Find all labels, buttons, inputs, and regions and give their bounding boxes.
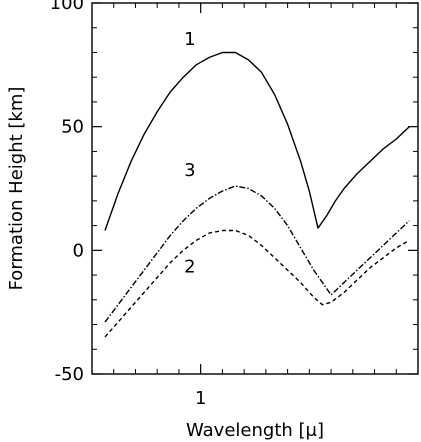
curve-label-2: 2 xyxy=(184,257,195,278)
axis-ticks: -50 0 50 100 1 xyxy=(50,0,418,409)
curve-labels: 1 3 2 xyxy=(184,29,195,278)
curve-label-3: 3 xyxy=(184,160,195,181)
y-axis-label: Formation Height [km] xyxy=(6,87,27,291)
series-line-1 xyxy=(104,51,410,231)
y-tick-label: 100 xyxy=(50,0,84,14)
y-tick-label: 50 xyxy=(61,117,84,138)
y-tick-label: 0 xyxy=(73,240,84,261)
series-line-2 xyxy=(104,229,410,338)
series-line-3 xyxy=(104,185,410,323)
y-tick-label: -50 xyxy=(55,364,84,385)
series-layer xyxy=(104,51,410,338)
plot-frame xyxy=(91,2,419,375)
curve-label-1: 1 xyxy=(184,29,195,50)
x-tick-label: 1 xyxy=(195,388,206,409)
x-axis-label: Wavelength [μ] xyxy=(186,420,324,441)
